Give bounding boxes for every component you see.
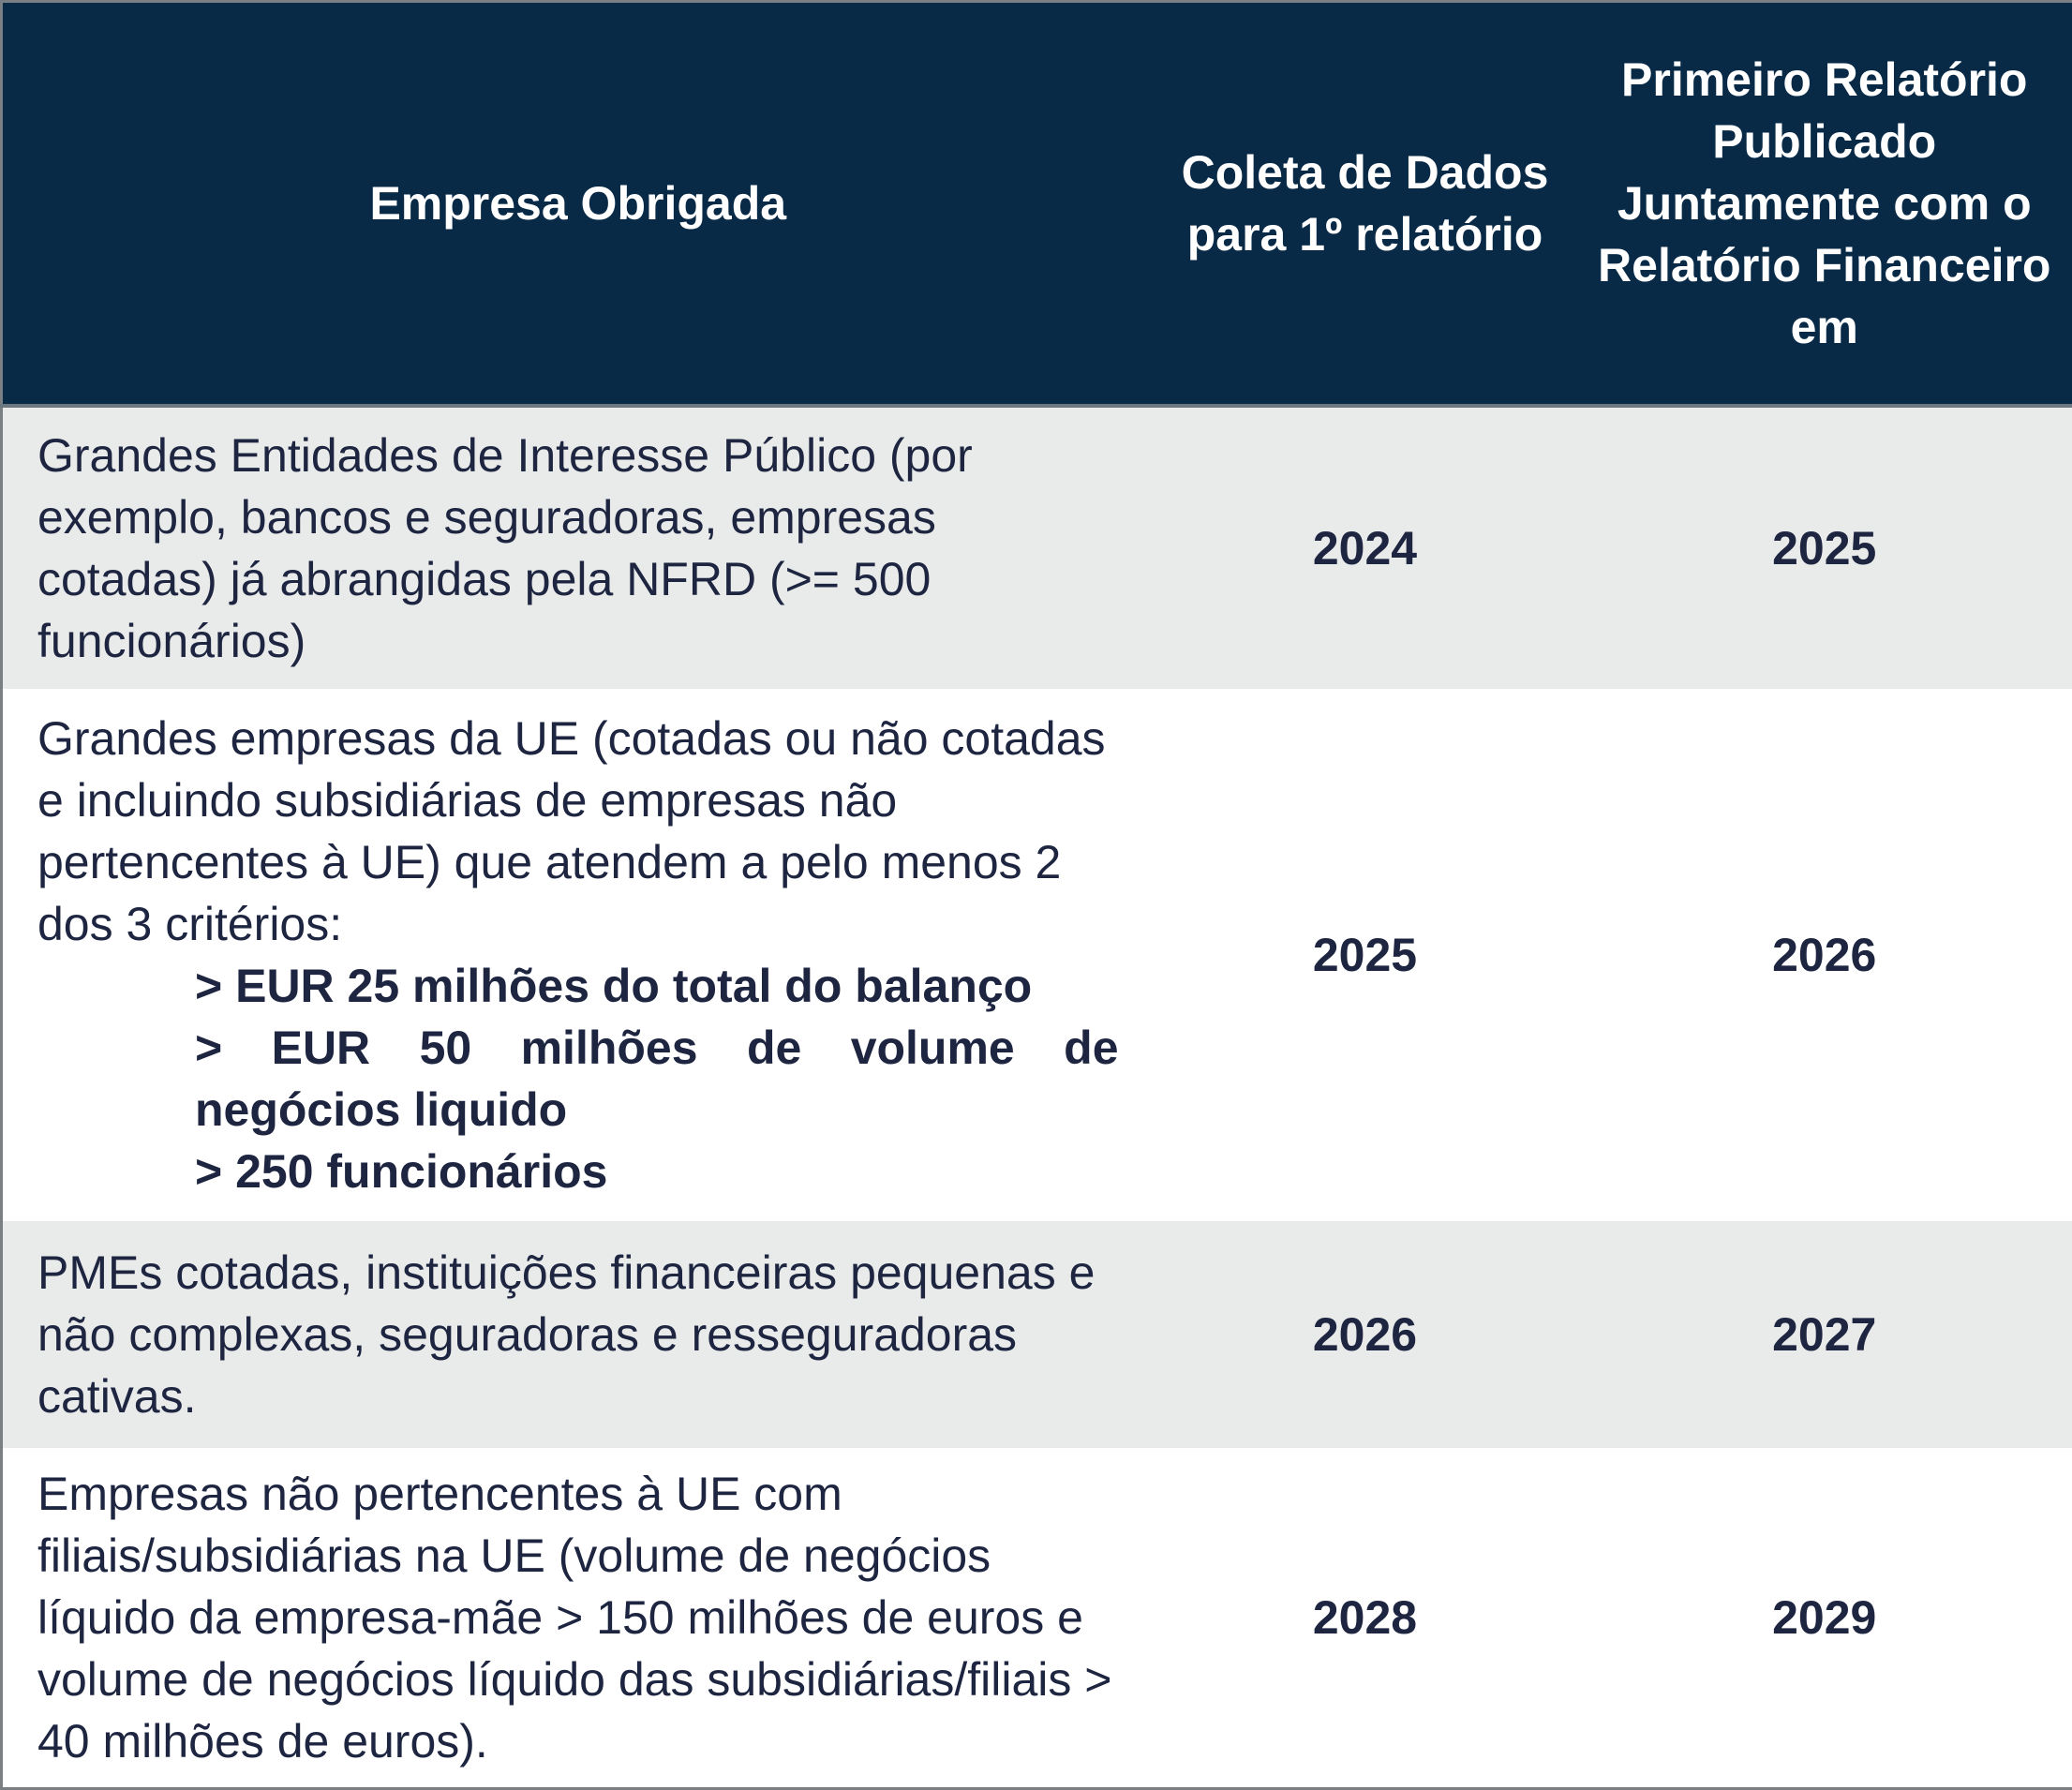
report-year: 2029 — [1772, 1591, 1877, 1645]
report-year: 2026 — [1772, 928, 1877, 981]
company-text: Grandes empresas da UE (cotadas ou não c… — [37, 711, 1106, 950]
criteria-list: > EUR 25 milhões do total do balanço > EU… — [37, 955, 1119, 1202]
collection-year: 2024 — [1153, 406, 1577, 689]
header-row: Empresa Obrigada Coleta de Dados para 1º… — [1, 1, 2072, 408]
company-cell: PMEs cotadas, instituições financeiras p… — [1, 1220, 1154, 1449]
table-body: Grandes Entidades de Interesse Público (… — [1, 406, 2072, 1789]
criteria-item: > EUR 50 milhões de volume de negócios l… — [195, 1021, 1119, 1136]
company-cell: Grandes Entidades de Interesse Público (… — [1, 406, 1154, 689]
criteria-item: > 250 funcionários — [195, 1144, 608, 1198]
report-year: 2025 — [1576, 406, 2072, 689]
company-cell: Empresas não pertencentes à UE com filia… — [2, 1448, 1154, 1788]
criteria-item: > EUR 25 milhões do total do balanço — [195, 959, 1033, 1012]
collection-year: 2028 — [1312, 1591, 1418, 1645]
company-text: Grandes Entidades de Interesse Público (… — [37, 428, 973, 667]
company-text: PMEs cotadas, instituições financeiras p… — [37, 1246, 1096, 1424]
collection-year: 2026 — [1153, 1220, 1577, 1449]
header-cell: Empresa Obrigada — [1, 1, 1154, 408]
table-row: Grandes empresas da UE (cotadas ou não c… — [2, 689, 2072, 1221]
header-cell: Primeiro Relatório Publicado Juntamente … — [1576, 1, 2072, 408]
company-text: Empresas não pertencentes à UE com filia… — [37, 1468, 1112, 1768]
table-row: Grandes Entidades de Interesse Público (… — [1, 406, 2072, 689]
header-cell: Coleta de Dados para 1º relatório — [1153, 1, 1577, 408]
report-year: 2027 — [1576, 1220, 2072, 1449]
collection-year: 2025 — [1312, 928, 1418, 981]
table-row: Empresas não pertencentes à UE com filia… — [2, 1448, 2072, 1788]
table-row: PMEs cotadas, instituições financeiras p… — [1, 1220, 2072, 1449]
company-cell: Grandes empresas da UE (cotadas ou não c… — [2, 689, 1154, 1221]
